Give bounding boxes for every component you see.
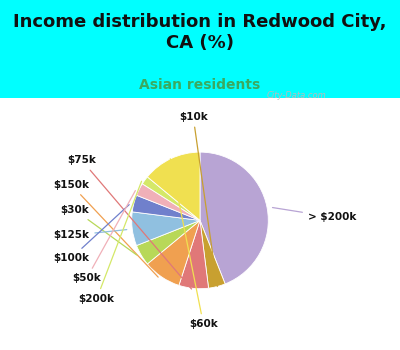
Ellipse shape	[46, 127, 354, 321]
Ellipse shape	[115, 170, 285, 278]
Text: $30k: $30k	[61, 205, 137, 255]
Ellipse shape	[102, 162, 298, 286]
Ellipse shape	[0, 75, 400, 350]
Ellipse shape	[0, 49, 400, 350]
Ellipse shape	[5, 101, 395, 347]
Wedge shape	[136, 184, 200, 220]
Ellipse shape	[60, 136, 340, 312]
Ellipse shape	[0, 58, 400, 350]
Text: Income distribution in Redwood City,
CA (%): Income distribution in Redwood City, CA …	[13, 13, 387, 52]
Text: > $200k: > $200k	[272, 208, 356, 222]
Ellipse shape	[0, 23, 400, 350]
Ellipse shape	[0, 6, 400, 350]
Ellipse shape	[74, 145, 326, 303]
Text: $100k: $100k	[53, 205, 129, 263]
Ellipse shape	[19, 110, 381, 338]
Wedge shape	[136, 220, 200, 264]
Ellipse shape	[143, 188, 257, 260]
Ellipse shape	[0, 92, 400, 350]
Ellipse shape	[170, 205, 230, 243]
Ellipse shape	[0, 84, 400, 350]
Wedge shape	[132, 195, 200, 220]
Wedge shape	[147, 152, 200, 220]
Ellipse shape	[32, 118, 368, 330]
Ellipse shape	[0, 14, 400, 350]
Wedge shape	[142, 177, 200, 220]
Ellipse shape	[157, 197, 243, 251]
Ellipse shape	[129, 179, 271, 269]
Text: Asian residents: Asian residents	[139, 78, 261, 92]
Ellipse shape	[0, 40, 400, 350]
Ellipse shape	[0, 66, 400, 350]
Text: $50k: $50k	[72, 191, 135, 284]
Text: City-Data.com: City-Data.com	[266, 91, 326, 100]
Wedge shape	[147, 220, 200, 285]
Ellipse shape	[0, 32, 400, 350]
Wedge shape	[179, 220, 208, 289]
Ellipse shape	[88, 153, 312, 295]
Text: $200k: $200k	[79, 181, 142, 304]
Text: $125k: $125k	[53, 230, 127, 240]
Wedge shape	[200, 152, 268, 284]
Wedge shape	[132, 212, 200, 246]
Text: $75k: $75k	[67, 155, 192, 289]
Text: $60k: $60k	[170, 159, 218, 329]
Text: $10k: $10k	[179, 112, 217, 286]
Text: $150k: $150k	[53, 180, 158, 277]
Wedge shape	[200, 220, 225, 288]
